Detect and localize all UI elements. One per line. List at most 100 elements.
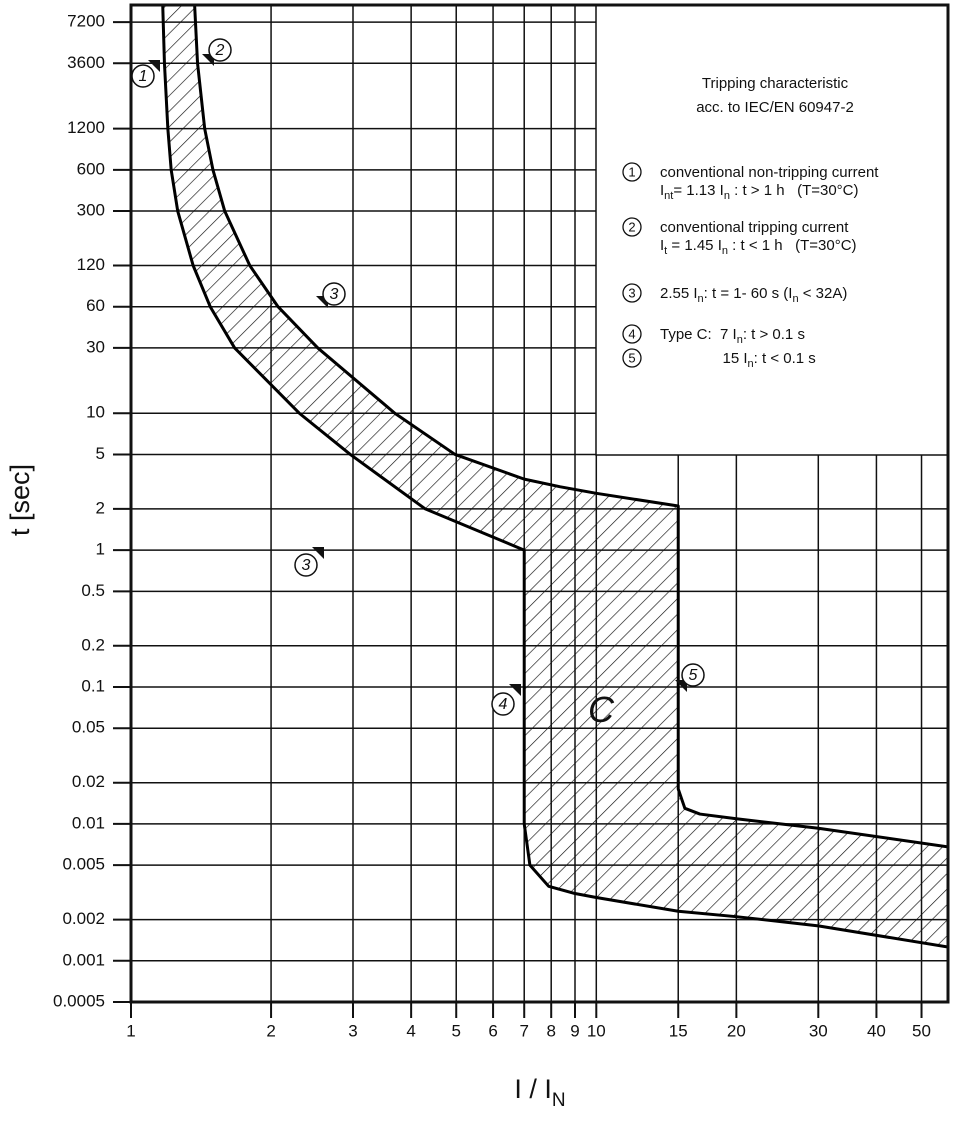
- y-tick-label: 120: [77, 255, 105, 274]
- marker-circle: [294, 553, 318, 577]
- marker-number: 1: [139, 68, 148, 85]
- x-tick-label: 10: [587, 1021, 606, 1040]
- annotations: C 1 2 3 3 4 5: [131, 38, 705, 730]
- x-tick-label: 20: [727, 1021, 746, 1040]
- legend-text-part: < 32A): [799, 285, 848, 302]
- y-tick-label: 1200: [67, 118, 105, 137]
- x-tick-label: 6: [488, 1021, 497, 1040]
- legend-title: Tripping characteristic: [702, 75, 849, 92]
- band-boundary: [193, 5, 948, 849]
- legend-subscript: n: [737, 334, 743, 346]
- legend-text-part: I: [660, 237, 664, 254]
- legend-text: conventional non-tripping current: [660, 164, 879, 181]
- plot-frame: [129, 3, 950, 1004]
- legend-number: 3: [628, 285, 635, 300]
- legend-subscript: nt: [664, 190, 673, 202]
- y-tick-label: 0.001: [62, 950, 105, 969]
- y-tick-label: 1: [96, 540, 105, 559]
- legend-text-part: : t > 1 h (T=30°C): [730, 182, 859, 199]
- legend-text: 2.55 In: t = 1- 60 s (In < 32A): [660, 285, 847, 305]
- legend-number: 2: [628, 219, 635, 234]
- legend-subscript: n: [792, 293, 798, 305]
- y-tick-label: 0.005: [62, 855, 105, 874]
- legend-text-part: 15 I: [660, 350, 748, 367]
- marker-circle: [322, 282, 346, 306]
- legend-subscript: n: [724, 190, 730, 202]
- legend-text-part: conventional non-tripping current: [660, 164, 879, 181]
- x-tick-label: 5: [451, 1021, 460, 1040]
- legend-circle: [622, 217, 642, 237]
- marker-number: 2: [215, 42, 225, 59]
- legend-text-part: Type C: 7 I: [660, 326, 737, 343]
- marker-number: 3: [330, 286, 339, 303]
- legend-text-part: conventional tripping current: [660, 219, 849, 236]
- marker-flag: [312, 547, 324, 559]
- x-tick-label: 7: [519, 1021, 528, 1040]
- marker-flag: [148, 60, 160, 72]
- legend-text-part: : t = 1- 60 s (I: [704, 285, 793, 302]
- y-tick-label: 5: [96, 444, 105, 463]
- y-tick-label: 60: [86, 296, 105, 315]
- y-tick-label: 0.02: [72, 772, 105, 791]
- legend-text: Type C: 7 In: t > 0.1 s: [660, 326, 805, 346]
- legend-number: 1: [628, 164, 635, 179]
- legend-text: Int= 1.13 In : t > 1 h (T=30°C): [660, 182, 859, 202]
- band-fill: [162, 5, 948, 948]
- x-axis-label-sub: N: [552, 1090, 566, 1111]
- x-tick-label: 15: [669, 1021, 688, 1040]
- y-tick-label: 0.5: [81, 581, 105, 600]
- legend-text-part: : t > 0.1 s: [743, 326, 805, 343]
- x-tick-label: 4: [406, 1021, 415, 1040]
- legend-circle: [622, 162, 642, 182]
- x-tick-label: 50: [912, 1021, 931, 1040]
- marker-circle: [208, 38, 232, 62]
- marker-circle: [491, 692, 515, 716]
- marker-flag: [675, 680, 687, 692]
- x-axis-label: I / IN: [514, 1074, 565, 1111]
- series-layer: [161, 5, 948, 949]
- marker-number: 4: [499, 696, 508, 713]
- y-tick-label: 0.05: [72, 718, 105, 737]
- legend-subscript: n: [722, 245, 728, 257]
- marker-circle: [681, 663, 705, 687]
- legend-text-part: : t < 0.1 s: [754, 350, 816, 367]
- x-tick-label: 2: [266, 1021, 275, 1040]
- x-tick-label: 1: [126, 1021, 135, 1040]
- y-tick-label: 10: [86, 403, 105, 422]
- y-tick-label: 0.2: [81, 635, 105, 654]
- legend-circle: [622, 348, 642, 368]
- legend-text: conventional tripping current: [660, 219, 849, 236]
- x-tick-label: 30: [809, 1021, 828, 1040]
- band-label: C: [588, 689, 615, 730]
- x-tick-label: 8: [546, 1021, 555, 1040]
- y-tick-label: 30: [86, 337, 105, 356]
- legend-text-part: I: [660, 182, 664, 199]
- marker-circle: [131, 64, 155, 88]
- legend-subscript: n: [748, 358, 754, 370]
- y-tick-label: 2: [96, 498, 105, 517]
- y-tick-label: 600: [77, 159, 105, 178]
- legend-circle: [622, 324, 642, 344]
- y-tick-label: 0.0005: [53, 991, 105, 1010]
- marker-flag: [509, 684, 521, 696]
- legend-number: 4: [628, 326, 635, 341]
- legend-text: 15 In: t < 0.1 s: [660, 350, 816, 370]
- legend-text-part: = 1.13 I: [673, 182, 723, 199]
- ticks: 7200360012006003001206030105210.50.20.10…: [53, 12, 931, 1041]
- legend-text: It = 1.45 In : t < 1 h (T=30°C): [660, 237, 857, 257]
- y-tick-label: 0.002: [62, 909, 105, 928]
- x-axis-label-main: I / I: [514, 1074, 552, 1104]
- legend-text-part: = 1.45 I: [667, 237, 722, 254]
- legend: Tripping characteristic acc. to IEC/EN 60…: [622, 75, 879, 370]
- marker-number: 3: [302, 557, 311, 574]
- legend-box: [595, 4, 949, 456]
- marker-number: 5: [689, 667, 698, 684]
- legend-text-part: : t < 1 h (T=30°C): [728, 237, 857, 254]
- legend-number: 5: [628, 350, 635, 365]
- y-tick-label: 7200: [67, 12, 105, 31]
- legend-subscript: t: [664, 245, 667, 257]
- legend-circle: [622, 283, 642, 303]
- x-tick-label: 3: [348, 1021, 357, 1040]
